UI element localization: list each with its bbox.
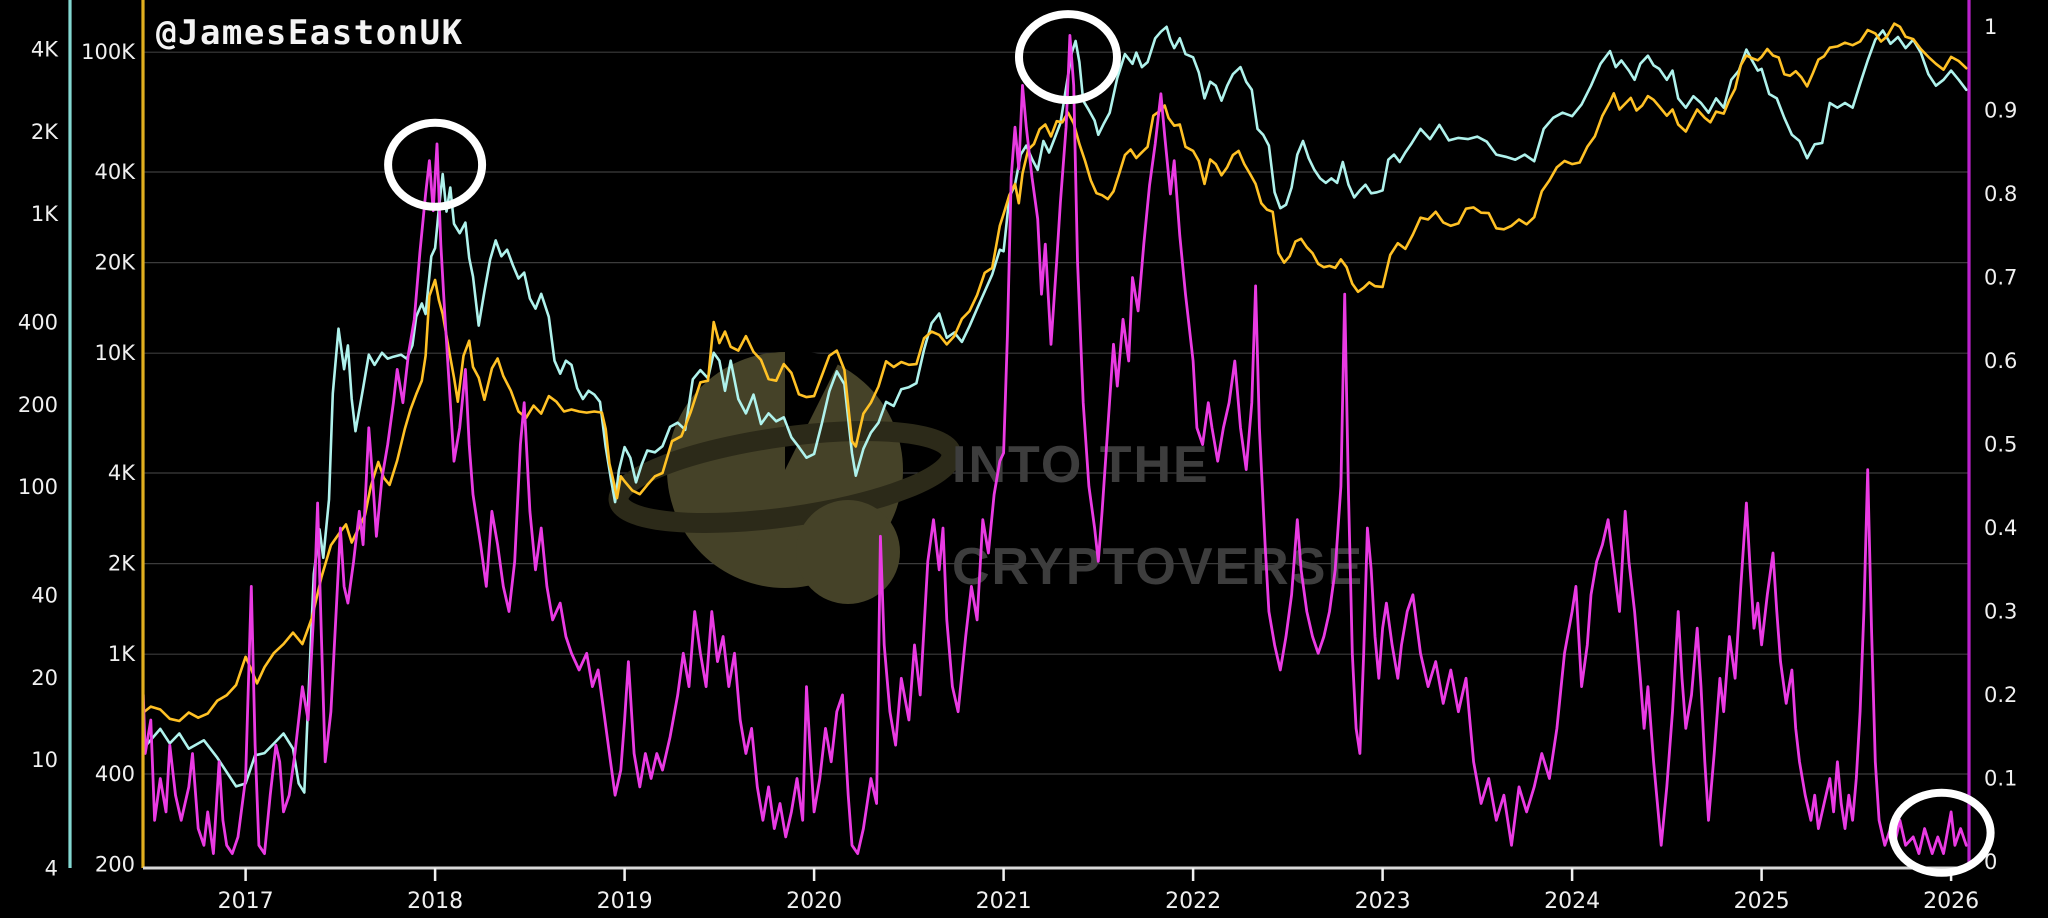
x-axis-label: 2025: [1734, 889, 1790, 914]
watermark: INTO THE CRYPTOVERSE: [608, 351, 1362, 604]
left_inner-axis-label: 1K: [108, 642, 136, 666]
right-axis-label: 1: [1984, 15, 1997, 39]
left_outer-axis-label: 20: [31, 666, 58, 690]
right-axis-label: 0.8: [1984, 182, 2017, 206]
cryptoverse-logo-icon: [608, 351, 962, 604]
left_inner-axis-label: 400: [95, 762, 135, 786]
right-axis-label: 0: [1984, 850, 1997, 874]
right-axis-label: 0.2: [1984, 683, 2017, 707]
right-axis-label: 0.9: [1984, 99, 2017, 123]
left_inner-axis-label: 200: [95, 853, 135, 877]
left_inner-axis-label: 4K: [108, 461, 136, 485]
left_inner-axis-label: 10K: [95, 341, 137, 365]
watermark-line1: INTO THE: [952, 436, 1210, 494]
cyan-line-left-outer-axis: [143, 25, 1968, 794]
x-axis-label: 2023: [1355, 889, 1411, 914]
left_outer-axis-label: 40: [31, 584, 58, 608]
right-axis-label: 0.3: [1984, 600, 2017, 624]
x-axis-label: 2022: [1165, 889, 1221, 914]
left_outer-axis-label: 400: [18, 311, 58, 335]
left_inner-axis-label: 100K: [81, 40, 136, 64]
page-title-handle: @JamesEastonUK: [156, 13, 464, 53]
logo-tail: [796, 500, 900, 604]
x-axis-label: 2026: [1923, 889, 1979, 914]
x-axis-label: 2018: [407, 889, 463, 914]
right-axis-label: 0.6: [1984, 349, 2017, 373]
annotation-circle: [1015, 10, 1121, 105]
left_inner-axis-label: 2K: [108, 552, 136, 576]
annotation-layer: [384, 10, 1995, 877]
axes-layer: 4K2K1K4002001004020104100K40K20K10K4K2K1…: [18, 0, 2017, 914]
left_outer-axis-label: 100: [18, 475, 58, 499]
x-axis-label: 2024: [1544, 889, 1600, 914]
x-axis-label: 2021: [976, 889, 1032, 914]
right-axis-label: 0.1: [1984, 767, 2017, 791]
left_outer-axis-label: 2K: [31, 120, 59, 144]
logo-ring: [608, 421, 962, 533]
left_outer-axis-label: 10: [31, 748, 58, 772]
series-layer: [143, 22, 1968, 855]
left_inner-axis-label: 40K: [95, 160, 137, 184]
left_outer-axis-label: 1K: [31, 202, 59, 226]
x-axis-label: 2019: [597, 889, 653, 914]
left_inner-axis-label: 20K: [95, 251, 137, 275]
x-axis-label: 2017: [218, 889, 274, 914]
right-axis-label: 0.4: [1984, 516, 2017, 540]
magenta-line-right-axis: [143, 34, 1968, 855]
right-axis-label: 0.5: [1984, 433, 2017, 457]
left_outer-axis-label: 4K: [31, 38, 59, 62]
annotation-circle: [384, 118, 487, 211]
right-axis-label: 0.7: [1984, 266, 2017, 290]
x-axis-label: 2020: [786, 889, 842, 914]
yellow-line-left-inner-axis: [143, 22, 1968, 723]
left_outer-axis-label: 200: [18, 393, 58, 417]
left_outer-axis-label: 4: [45, 857, 58, 881]
annotation-circle: [1888, 788, 1995, 877]
